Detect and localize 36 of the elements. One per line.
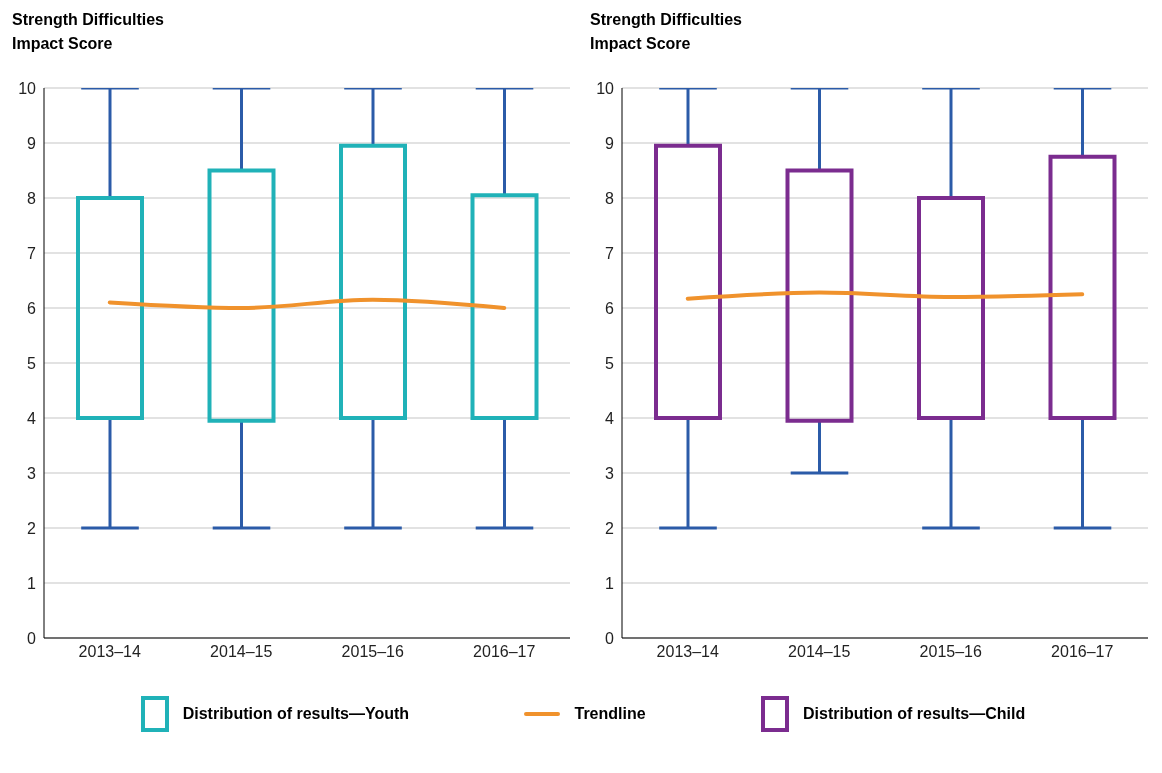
y-tick-label: 8 [605,189,615,207]
y-tick-label: 7 [605,244,615,262]
legend-label: Distribution of results—Child [803,705,1026,723]
y-axis-title: Strength Difficulties Impact Score [12,10,165,54]
y-tick-label: 1 [605,574,615,592]
y-tick-label: 3 [605,464,615,482]
y-tick-label: 2 [605,519,615,537]
x-tick-label: 2014–15 [788,643,851,661]
y-tick-label: 0 [27,629,37,647]
x-tick-label: 2016–17 [473,643,536,661]
y-axis-title: Strength Difficulties Impact Score [590,10,743,54]
y-tick-label: 9 [27,134,37,152]
y-tick-label: 10 [18,79,37,97]
y-tick-label: 1 [27,574,37,592]
y-tick-label: 4 [27,409,37,427]
y-tick-label: 3 [27,464,37,482]
x-tick-label: 2013–14 [78,643,141,661]
y-tick-label: 6 [27,299,37,317]
y-tick-label: 10 [596,79,615,97]
y-tick-label: 2 [27,519,37,537]
line-series [685,290,1085,301]
y-tick-label: 9 [605,134,615,152]
legend-label: Distribution of results—Youth [182,705,410,723]
y-tick-label: 6 [605,299,615,317]
legend-label: Trendline [574,705,646,723]
x-tick-label: 2015–16 [341,643,404,661]
y-tick-label: 4 [605,409,615,427]
x-tick-label: 2014–15 [210,643,273,661]
y-tick-label: 7 [27,244,37,262]
y-tick-label: 5 [27,354,37,372]
x-tick-label: 2015–16 [919,643,982,661]
y-tick-label: 5 [605,354,615,372]
x-tick-label: 2013–14 [656,643,719,661]
x-tick-label: 2016–17 [1051,643,1114,661]
y-tick-label: 0 [605,629,615,647]
y-tick-label: 8 [27,189,37,207]
